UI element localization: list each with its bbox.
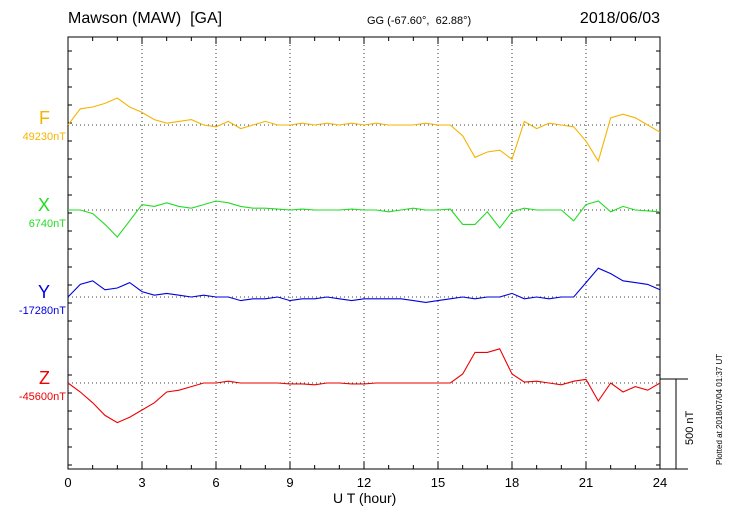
x-tick-label: 6	[212, 475, 219, 490]
series-line-f	[67, 97, 661, 163]
component-label-f: F 49230nT	[2, 108, 66, 143]
component-name: Y	[37, 282, 50, 302]
x-axis-label: U T (hour)	[333, 490, 397, 506]
x-tick-label: 3	[138, 475, 145, 490]
plotted-timestamp: Plotted at 2018/07/04 01:37 UT	[715, 353, 724, 465]
component-name: Z	[39, 368, 50, 388]
chart-date: 2018/06/03	[579, 10, 660, 27]
coordinates-label: GG (-67.60°, 62.88°)	[367, 15, 472, 27]
x-tick-label: 15	[431, 475, 445, 490]
component-name: F	[39, 108, 50, 128]
x-tick-label: 24	[653, 475, 667, 490]
series-line-z	[67, 348, 661, 424]
series-line-y	[67, 267, 661, 303]
component-baseline: 49230nT	[22, 131, 66, 143]
component-baseline: 6740nT	[28, 218, 66, 230]
chart-title: Mawson (MAW) [GA]	[68, 10, 223, 27]
component-label-z: Z -45600nT	[2, 368, 66, 403]
scale-bar-label: 500 nT	[684, 410, 696, 445]
component-baseline: -45600nT	[18, 391, 66, 403]
series-line-x	[68, 200, 661, 238]
x-tick-label: 9	[286, 475, 293, 490]
component-baseline: -17280nT	[18, 305, 66, 317]
x-tick-label: 21	[579, 475, 593, 490]
x-tick-label: 18	[505, 475, 519, 490]
component-label-x: X 6740nT	[2, 195, 66, 230]
x-tick-label: 0	[64, 475, 71, 490]
component-name: X	[37, 195, 50, 215]
x-tick-label: 12	[357, 475, 371, 490]
component-label-y: Y -17280nT	[2, 282, 66, 317]
